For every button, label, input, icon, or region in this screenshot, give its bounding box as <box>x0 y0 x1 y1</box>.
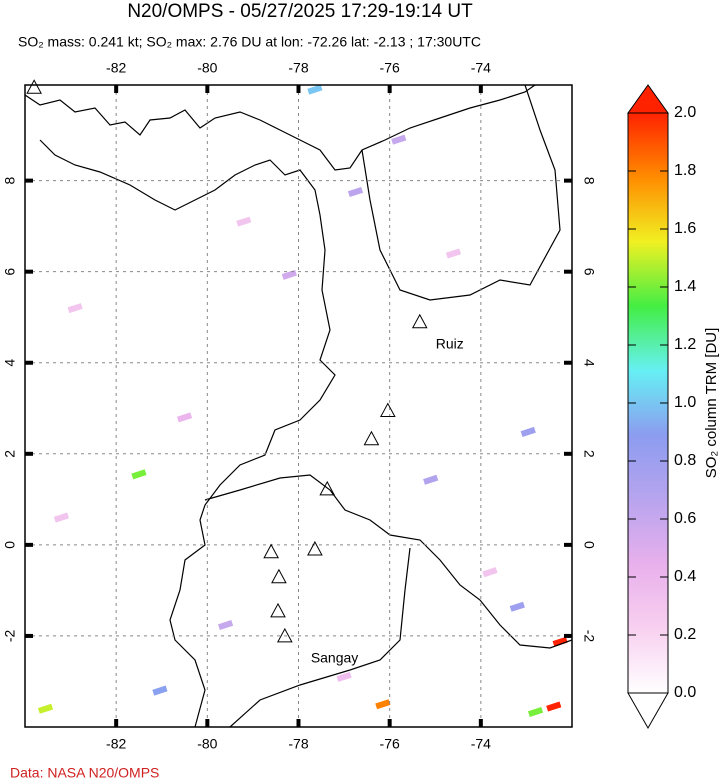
title: N20/OMPS - 05/27/2025 17:29-19:14 UT <box>127 1 473 22</box>
so2-pixel <box>67 303 83 314</box>
y-tick-label: 8 <box>2 177 18 185</box>
x-tick-label: -74 <box>471 736 491 752</box>
y-tick-label: -2 <box>2 630 18 643</box>
x-tick-label: -82 <box>106 60 126 76</box>
so2-pixel <box>546 701 562 712</box>
map-background <box>25 85 572 727</box>
volcano-label: Ruiz <box>436 335 464 351</box>
colorbar-tick-label: 1.8 <box>674 162 696 179</box>
so2-pixel <box>552 636 568 647</box>
volcano-label: Sangay <box>311 650 358 666</box>
so2-pixel <box>176 412 193 423</box>
so2-pixel <box>482 567 498 578</box>
grid <box>25 85 572 727</box>
so2-pixel <box>336 671 352 682</box>
volcano-marker <box>411 313 428 329</box>
border <box>229 547 411 727</box>
so2-pixel <box>375 699 391 710</box>
border <box>361 85 561 301</box>
volcano-marker <box>276 627 293 643</box>
volcano-marker <box>380 402 396 418</box>
so2-pixel <box>37 703 54 714</box>
colorbar-tick-label: 0.8 <box>674 452 696 469</box>
colorbar-tick-label: 1.2 <box>674 336 696 353</box>
x-tick-label: -80 <box>197 60 217 76</box>
so2-pixel <box>527 706 544 717</box>
y-tick-label: 6 <box>581 268 597 276</box>
x-tick-label: -74 <box>471 60 491 76</box>
colorbar-tick-label: 0.2 <box>674 626 696 643</box>
volcano-marker <box>319 480 336 496</box>
so2-pixel <box>347 186 364 198</box>
coastline <box>39 139 336 727</box>
y-tick-label: 6 <box>2 268 18 276</box>
coastline <box>25 85 536 171</box>
y-tick-label: 8 <box>581 177 597 185</box>
y-tick-label: 2 <box>581 450 597 458</box>
so2-pixel <box>131 469 147 480</box>
subtitle: SO₂ mass: 0.241 kt; SO₂ max: 2.76 DU at … <box>18 34 481 50</box>
volcano-marker <box>263 543 279 559</box>
volcano-marker <box>307 540 323 556</box>
so2-pixel <box>152 685 168 696</box>
colorbar-tick-label: 1.6 <box>674 220 696 237</box>
y-tick-label: 2 <box>2 450 18 458</box>
so2-pixel <box>236 216 252 227</box>
colorbar-tick-label: 0.4 <box>674 568 696 585</box>
pixel-layer <box>37 85 568 717</box>
so2-pixel <box>307 85 323 95</box>
x-tick-label: -76 <box>380 60 400 76</box>
volcano-marker <box>270 602 286 618</box>
y-tick-label: 0 <box>2 541 18 549</box>
x-tick-label: -78 <box>288 60 308 76</box>
coastlines <box>25 85 572 727</box>
colorbar-tick-label: 1.0 <box>674 394 696 411</box>
so2-pixel <box>423 474 439 485</box>
colorbar-extend-top <box>627 84 669 114</box>
so2-pixel <box>520 426 536 437</box>
border <box>204 474 572 649</box>
so2-pixel <box>53 512 70 523</box>
x-tick-label: -78 <box>288 736 308 752</box>
x-tick-label: -76 <box>380 736 400 752</box>
footer: Data: NASA N20/OMPS <box>10 765 159 781</box>
colorbar-label: SO₂ column TRM [DU] <box>703 328 720 479</box>
x-tick-label: -82 <box>106 736 126 752</box>
so2-pixel <box>509 601 525 612</box>
x-tick-label: -80 <box>197 736 217 752</box>
colorbar-tick-label: 2.0 <box>674 104 696 121</box>
colorbar-tick-label: 1.4 <box>674 278 696 295</box>
so2-pixel <box>281 269 297 280</box>
colorbar-tick-label: 0.0 <box>674 684 696 701</box>
colorbar-tick-label: 0.6 <box>674 510 696 527</box>
y-tick-label: 0 <box>581 541 597 549</box>
so2-pixel <box>217 619 234 631</box>
so2-pixel <box>445 248 462 259</box>
colorbar-extend-bottom <box>627 692 669 730</box>
volcano-marker <box>363 430 380 446</box>
so2-pixel <box>391 134 407 145</box>
y-tick-label: 4 <box>2 359 18 367</box>
y-tick-label: 4 <box>581 359 597 367</box>
volcano-marker <box>26 79 42 94</box>
y-tick-label: -2 <box>581 630 597 643</box>
volcano-marker <box>271 568 287 584</box>
